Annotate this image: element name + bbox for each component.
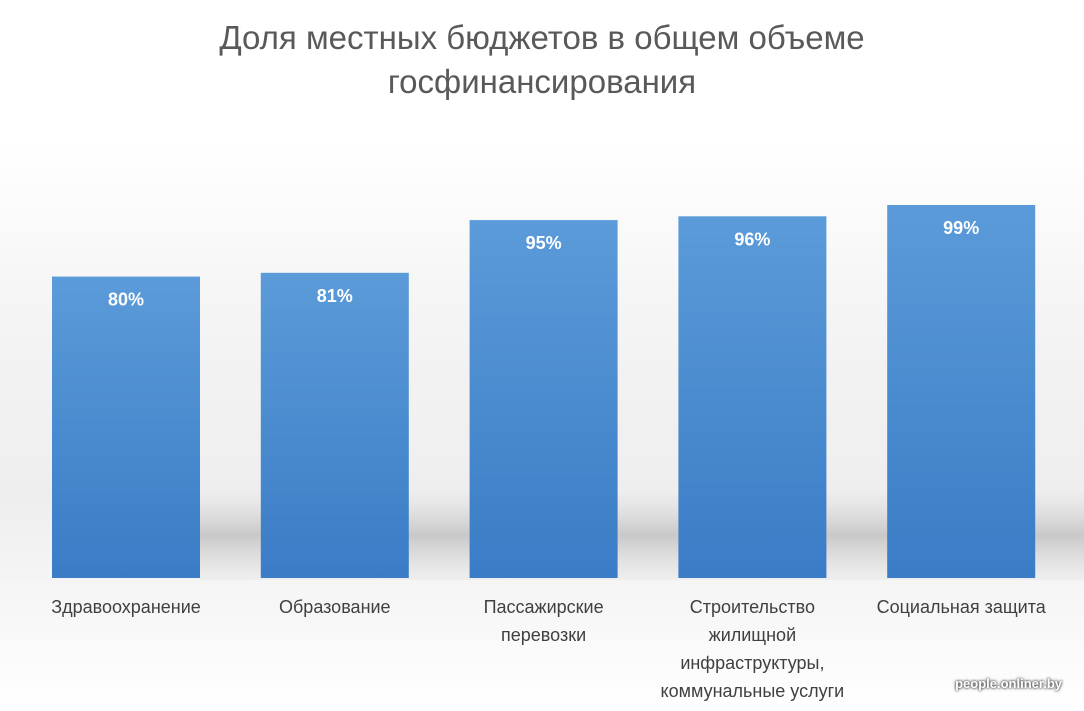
category-label: коммунальные услуги: [661, 681, 845, 701]
category-label: жилищной: [709, 625, 796, 645]
data-label: 99%: [943, 218, 979, 238]
data-label: 96%: [734, 229, 770, 249]
bar: [260, 272, 409, 578]
category-label: перевозки: [501, 625, 586, 645]
category-label: инфраструктуры,: [680, 653, 824, 673]
chart-title: Доля местных бюджетов в общем объеме госф…: [219, 19, 865, 100]
bar: [678, 216, 827, 578]
category-label: Здравоохранение: [51, 597, 201, 617]
category-label: Строительство: [690, 597, 815, 617]
data-label: 80%: [108, 290, 144, 310]
bar: [469, 220, 618, 578]
bar: [887, 205, 1036, 578]
data-label: 81%: [317, 286, 353, 306]
watermark: people.onliner.by: [955, 676, 1062, 691]
category-label: Образование: [279, 597, 391, 617]
category-label: Пассажирские: [484, 597, 604, 617]
data-label: 95%: [526, 233, 562, 253]
bar: [52, 276, 200, 578]
category-label: Социальная защита: [877, 597, 1047, 617]
